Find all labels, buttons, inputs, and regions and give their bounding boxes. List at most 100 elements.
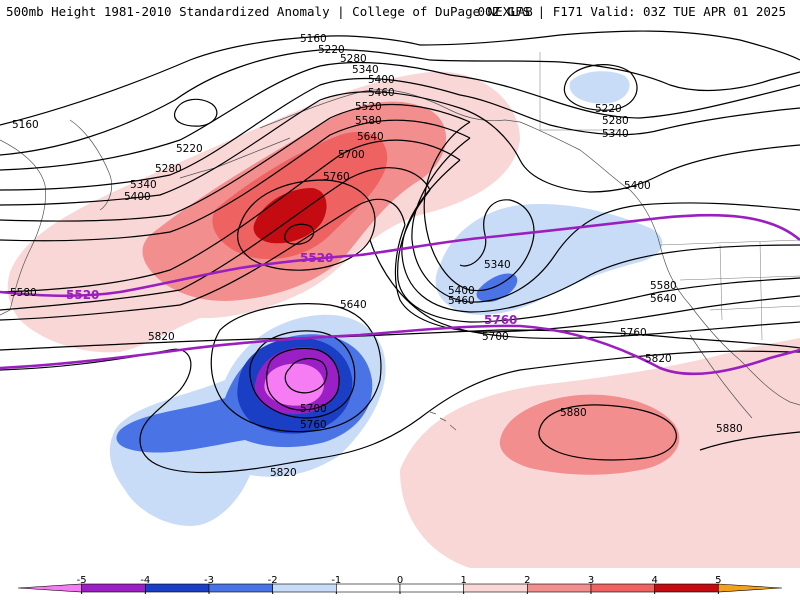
contour-5760-ring [237,179,376,271]
label-5700-trough: 5700 [482,331,509,343]
contour-5160-low [174,98,218,127]
label-5340-trough: 5340 [484,259,511,271]
label-5580-top: 5580 [355,115,382,127]
label-5160-west: 5160 [12,119,39,131]
label-5160-top: 5160 [300,33,327,45]
label-5280-top: 5280 [340,53,367,65]
label-5640-cutoff: 5640 [340,299,367,311]
canada-us-border [539,52,620,131]
highlight-label-5520-west: 5520 [66,288,99,302]
contour-5520 [0,119,471,242]
contour-5280-east [449,74,800,119]
label-5400-top: 5400 [368,74,395,86]
colorbar-graphic: -5 -4 -3 -2 -1 0 1 2 3 4 5 [17,575,783,594]
label-5580-west: 5580 [10,287,37,299]
contour-5160-east [419,30,800,61]
colorbar-bin [590,583,655,593]
label-5400-east: 5400 [624,180,651,192]
colorbar-tick-label: 2 [524,575,530,586]
label-5280-east: 5280 [602,115,629,127]
colorbar-bin [336,583,401,593]
contour-5640-cutoff [210,303,382,433]
label-5640-east: 5640 [650,293,677,305]
colorbar-bin [81,583,146,593]
height-contours [0,30,800,474]
contour-5760-cutoff [266,347,340,411]
highlight-label-5520-center: 5520 [300,251,333,265]
contour-5760 [284,223,315,245]
label-5220-low: 5220 [176,143,203,155]
colorbar-bin [208,583,273,593]
contour-5700-cutoff [249,330,356,419]
anomaly-neg1-small-blob-mid [493,207,531,227]
coastline-baja [689,334,753,419]
contour-5460 [0,104,471,222]
label-5280-west: 5280 [155,163,182,175]
colorbar-tick-label: -3 [204,575,214,586]
label-5760-east: 5760 [620,327,647,339]
colorbar-tick-label: 4 [651,575,657,586]
colorbar-bin [527,583,592,593]
colorbar-bin [272,583,337,593]
label-5520-top: 5520 [355,101,382,113]
colorbar-bin [463,583,528,593]
contour-5400-east [459,107,800,193]
label-5820-south: 5820 [270,467,297,479]
anomaly-colorbar: -5 -4 -3 -2 -1 0 1 2 3 4 5 [0,572,800,600]
label-5460-trough: 5460 [448,295,475,307]
contour-5760-highlight [0,324,800,376]
colorbar-bin [399,583,464,593]
contour-5580 [0,139,461,293]
colorbar-bin [718,583,783,593]
colorbar-tick-label: -2 [268,575,278,586]
contour-5880 [538,404,677,461]
contour-5880-east [699,431,800,451]
colorbar-tick-label: 3 [588,575,594,586]
coastline-alaska-peninsula [259,89,521,129]
anomaly-pos2-subtropics [499,394,680,475]
coastline-kamchatka [69,119,113,211]
colorbar-tick-label: 1 [460,575,466,586]
label-5340-west: 5340 [130,179,157,191]
anomaly-neg5-cutoff-low [264,363,324,406]
anomaly-neg1-small-blob-north [569,71,630,104]
contour-5640-trough [394,224,800,333]
contour-5700-trough [369,239,800,340]
anomaly-shading [7,71,800,568]
colorbar-tick-label: -1 [331,575,341,586]
contour-5340-east [459,94,800,136]
contour-inner-cutoff [284,358,328,394]
label-5880-east: 5880 [716,423,743,435]
label-5700-top: 5700 [338,149,365,161]
contour-5700 [0,198,406,321]
contour-5160 [0,35,421,126]
label-5220-top: 5220 [318,44,345,56]
coastline-hawaii [429,411,457,431]
colorbar-bin [17,583,82,593]
colorbar-bin [654,583,719,593]
contour-5580-trough [397,189,800,323]
label-5340-top: 5340 [352,64,379,76]
contour-5760-trough [0,329,800,351]
contour-5640 [0,167,431,311]
contour-5280 [0,61,451,171]
colorbar-bin [145,583,210,593]
label-5340-east: 5340 [602,128,629,140]
label-5580-east: 5580 [650,280,677,292]
highlight-labels: 5520 5520 5760 [66,251,517,327]
contour-5460-trough [411,137,800,303]
contour-5520-highlight [0,213,800,298]
anomaly-map: 5160 5160 5220 5220 5220 5280 5280 5280 … [0,22,800,568]
contour-labels: 5160 5160 5220 5220 5220 5280 5280 5280 … [10,33,743,479]
label-5640-top: 5640 [357,131,384,143]
model-run-info: 00Z GFS | F171 Valid: 03Z TUE APR 01 202… [477,4,786,19]
contour-5400 [0,91,461,206]
contour-5220-low-east [563,64,638,111]
colorbar-tick-label: 5 [715,575,721,586]
colorbar-tick-label: -4 [140,575,150,586]
contour-5220 [0,49,431,156]
label-5700-cutoff: 5700 [300,403,327,415]
coastline-aleutians [179,137,291,179]
label-5460-top: 5460 [368,87,395,99]
contour-5220-east [429,59,800,92]
